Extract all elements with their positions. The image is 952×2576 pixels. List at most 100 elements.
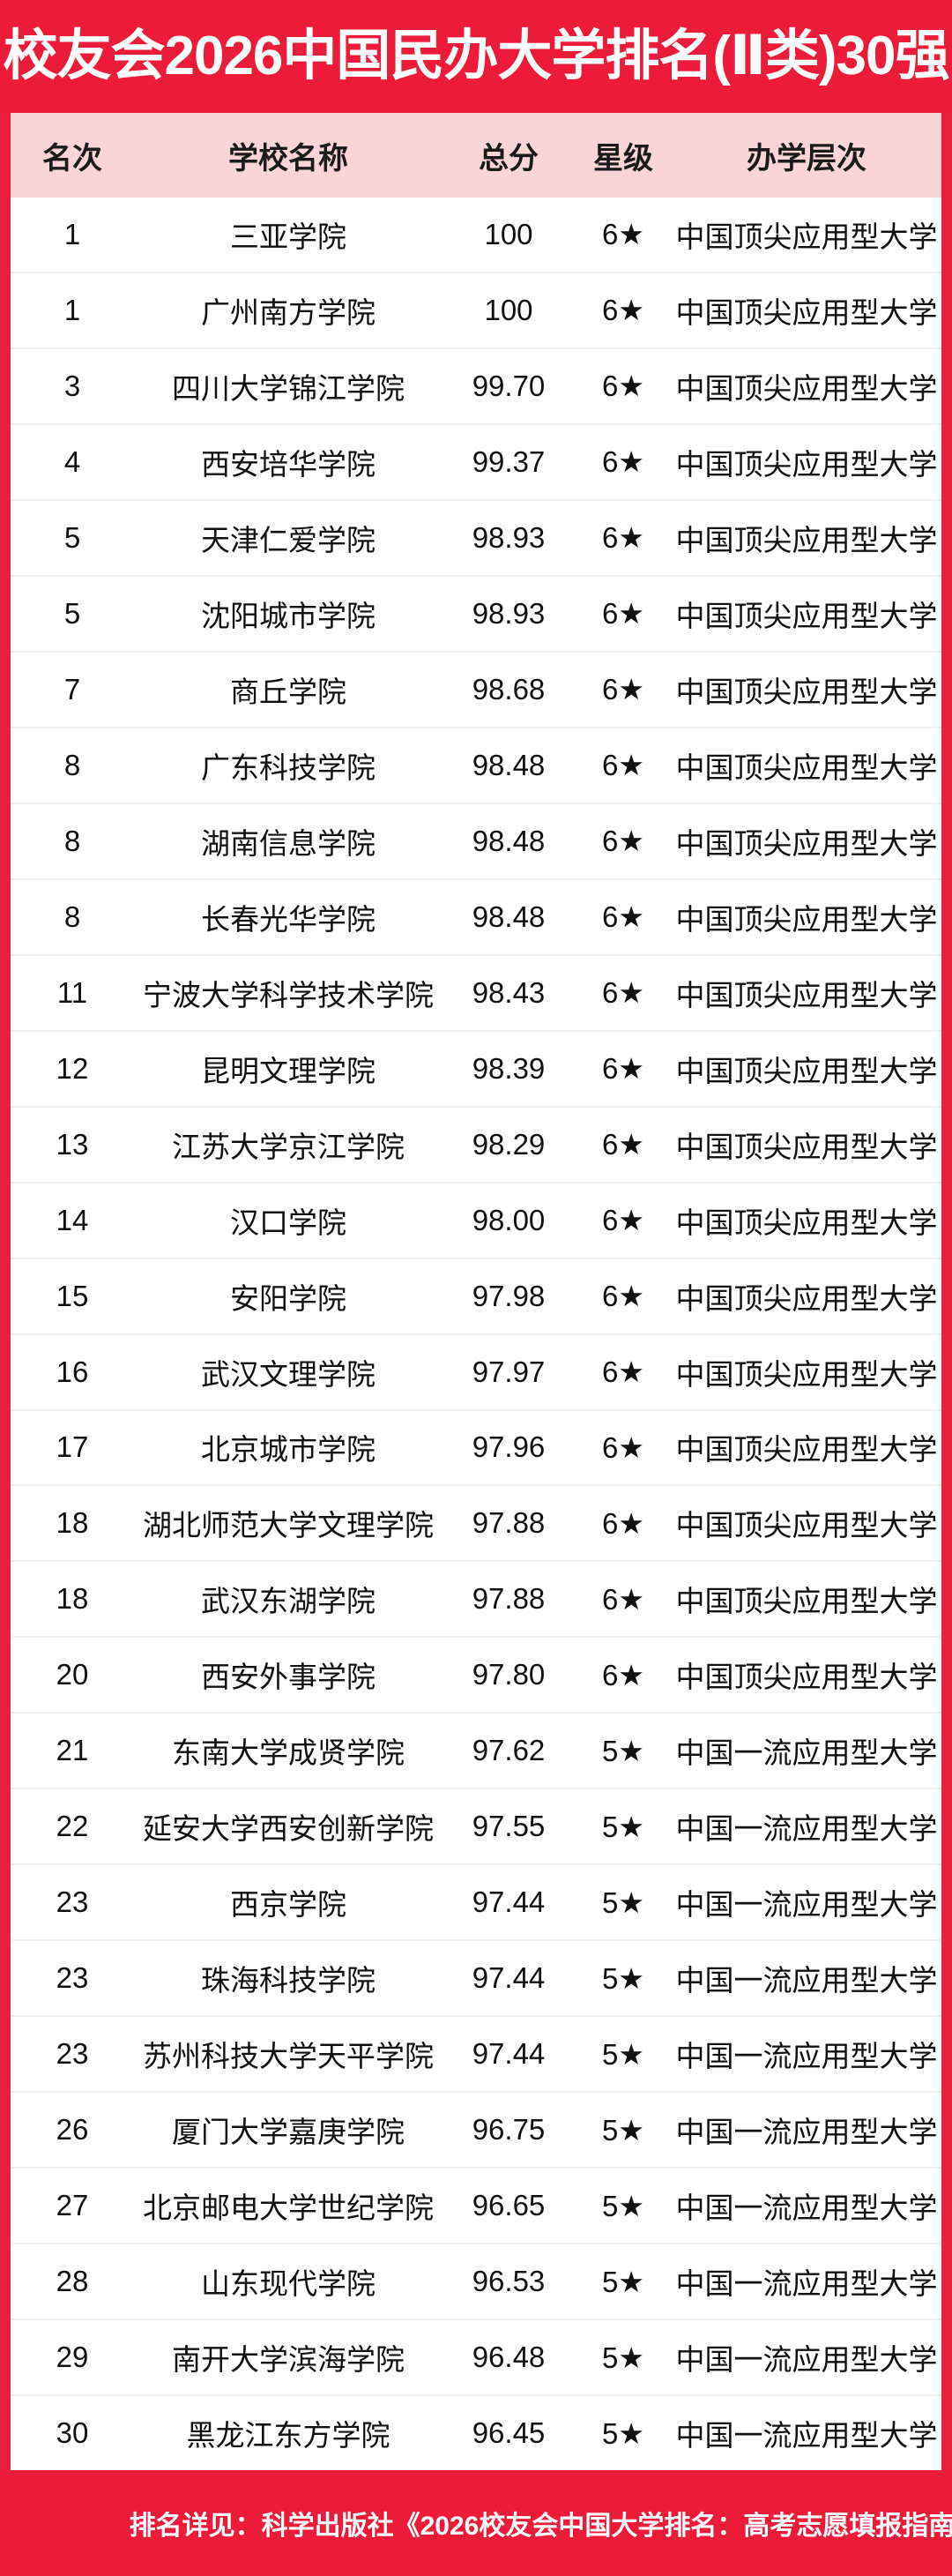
cell-star: 6★	[602, 294, 644, 327]
cell-name: 江苏大学京江学院	[172, 1130, 405, 1163]
column-header-name: 学校名称	[228, 141, 348, 175]
page-title: 校友会2026中国民办大学排名(Ⅱ类)30强	[3, 26, 949, 86]
cell-rank: 23	[56, 2037, 89, 2071]
cell-star: 6★	[602, 976, 644, 1010]
cell-level: 中国顶尖应用型大学	[675, 675, 938, 708]
column-header-score: 总分	[479, 141, 539, 175]
cell-rank: 26	[56, 2113, 89, 2147]
cell-name: 厦门大学嘉庚学院	[172, 2116, 405, 2149]
table-row: 3 四川大学锦江学院 99.70 6★ 中国顶尖应用型大学	[11, 348, 941, 425]
cell-score: 96.65	[472, 2189, 546, 2222]
cell-name: 西京学院	[230, 1888, 346, 1922]
cell-name: 西安培华学院	[201, 447, 376, 481]
column-header-level: 办学层次	[747, 141, 866, 175]
cell-level: 中国一流应用型大学	[675, 2267, 938, 2301]
cell-star: 5★	[602, 2189, 644, 2222]
table-row: 5 天津仁爱学院 98.93 6★ 中国顶尖应用型大学	[11, 500, 941, 577]
table-row: 18 武汉东湖学院 97.88 6★ 中国顶尖应用型大学	[11, 1562, 941, 1639]
cell-score: 98.93	[472, 596, 546, 630]
table-row: 22 延安大学西安创新学院 97.55 5★ 中国一流应用型大学	[11, 1789, 941, 1866]
cell-level: 中国顶尖应用型大学	[675, 295, 938, 329]
cell-rank: 23	[56, 1961, 89, 1995]
cell-score: 97.44	[472, 1961, 546, 1995]
cell-level: 中国顶尖应用型大学	[675, 1054, 938, 1087]
cell-rank: 1	[63, 217, 81, 250]
cell-rank: 8	[63, 748, 81, 781]
cell-name: 广东科技学院	[201, 750, 376, 784]
cell-star: 6★	[602, 1052, 644, 1086]
cell-star: 6★	[602, 1582, 644, 1616]
cell-score: 96.53	[472, 2265, 546, 2298]
ranking-table: 名次 学校名称 总分 星级 办学层次 1 三亚学院 100 6★ 中国顶尖应用型大学 1 广…	[11, 113, 941, 2470]
table-row: 29 南开大学滨海学院 96.48 5★ 中国一流应用型大学	[11, 2320, 941, 2397]
cell-star: 5★	[602, 1810, 644, 1843]
column-header-star: 星级	[593, 141, 653, 175]
table-row: 12 昆明文理学院 98.39 6★ 中国顶尖应用型大学	[11, 1031, 941, 1108]
table-row: 23 珠海科技学院 97.44 5★ 中国一流应用型大学	[11, 1941, 941, 2018]
cell-rank: 20	[56, 1658, 89, 1691]
cell-rank: 8	[63, 824, 81, 857]
cell-score: 97.80	[472, 1658, 546, 1691]
cell-name: 武汉文理学院	[201, 1357, 376, 1391]
cell-name: 南开大学滨海学院	[172, 2343, 405, 2377]
cell-name: 宁波大学科学技术学院	[143, 978, 434, 1012]
table-row: 8 湖南信息学院 98.48 6★ 中国顶尖应用型大学	[11, 803, 941, 880]
cell-star: 6★	[602, 370, 644, 403]
cell-score: 100	[484, 293, 533, 326]
cell-level: 中国顶尖应用型大学	[675, 1281, 938, 1315]
table-row: 8 广东科技学院 98.48 6★ 中国顶尖应用型大学	[11, 728, 941, 804]
cell-level: 中国顶尖应用型大学	[675, 447, 938, 481]
table-row: 18 湖北师范大学文理学院 97.88 6★ 中国顶尖应用型大学	[11, 1486, 941, 1563]
cell-score: 99.70	[472, 369, 546, 402]
cell-level: 中国顶尖应用型大学	[675, 1509, 938, 1542]
cell-rank: 5	[63, 520, 81, 554]
table-row: 14 汉口学院 98.00 6★ 中国顶尖应用型大学	[11, 1183, 941, 1259]
cell-rank: 22	[56, 1810, 89, 1843]
cell-score: 97.98	[472, 1279, 546, 1312]
table-row: 15 安阳学院 97.98 6★ 中国顶尖应用型大学	[11, 1258, 941, 1335]
cell-level: 中国一流应用型大学	[675, 2040, 938, 2073]
cell-level: 中国一流应用型大学	[675, 1964, 938, 1997]
table-row: 1 三亚学院 100 6★ 中国顶尖应用型大学	[11, 198, 941, 273]
cell-rank: 17	[56, 1430, 89, 1464]
cell-name: 湖南信息学院	[201, 826, 376, 860]
cell-score: 97.88	[472, 1506, 546, 1540]
cell-score: 97.88	[472, 1582, 546, 1616]
cell-star: 6★	[602, 900, 644, 934]
cell-level: 中国顶尖应用型大学	[675, 1206, 938, 1239]
cell-star: 6★	[602, 597, 644, 631]
cell-rank: 15	[56, 1279, 89, 1312]
cell-score: 98.00	[472, 1203, 546, 1236]
cell-level: 中国顶尖应用型大学	[675, 1661, 938, 1694]
table-row: 16 武汉文理学院 97.97 6★ 中国顶尖应用型大学	[11, 1334, 941, 1411]
cell-score: 97.44	[472, 2037, 546, 2071]
cell-name: 北京城市学院	[201, 1433, 376, 1467]
cell-star: 6★	[602, 1506, 644, 1540]
table-row: 23 苏州科技大学天平学院 97.44 5★ 中国一流应用型大学	[11, 2017, 941, 2094]
cell-level: 中国一流应用型大学	[675, 1736, 938, 1770]
cell-score: 97.44	[472, 1885, 546, 1919]
cell-rank: 7	[63, 672, 81, 706]
cell-rank: 8	[63, 900, 81, 933]
cell-score: 96.45	[472, 2416, 546, 2450]
cell-rank: 21	[56, 1734, 89, 1767]
table-row: 8 长春光华学院 98.48 6★ 中国顶尖应用型大学	[11, 879, 941, 956]
cell-score: 97.96	[472, 1430, 546, 1464]
cell-name: 西安外事学院	[201, 1661, 376, 1694]
cell-level: 中国顶尖应用型大学	[675, 1585, 938, 1618]
cell-rank: 13	[56, 1127, 89, 1161]
cell-score: 98.48	[472, 748, 546, 781]
table-row: 26 厦门大学嘉庚学院 96.75 5★ 中国一流应用型大学	[11, 2093, 941, 2169]
cell-score: 98.48	[472, 824, 546, 857]
cell-star: 6★	[602, 445, 644, 479]
cell-rank: 23	[56, 1885, 89, 1919]
cell-score: 98.48	[472, 900, 546, 933]
table-row: 17 北京城市学院 97.96 6★ 中国顶尖应用型大学	[11, 1410, 941, 1487]
cell-level: 中国一流应用型大学	[675, 1812, 938, 1846]
cell-rank: 30	[56, 2416, 89, 2450]
cell-level: 中国顶尖应用型大学	[675, 978, 938, 1012]
cell-rank: 11	[56, 975, 88, 1009]
cell-rank: 12	[56, 1051, 89, 1085]
cell-level: 中国一流应用型大学	[675, 2191, 938, 2225]
